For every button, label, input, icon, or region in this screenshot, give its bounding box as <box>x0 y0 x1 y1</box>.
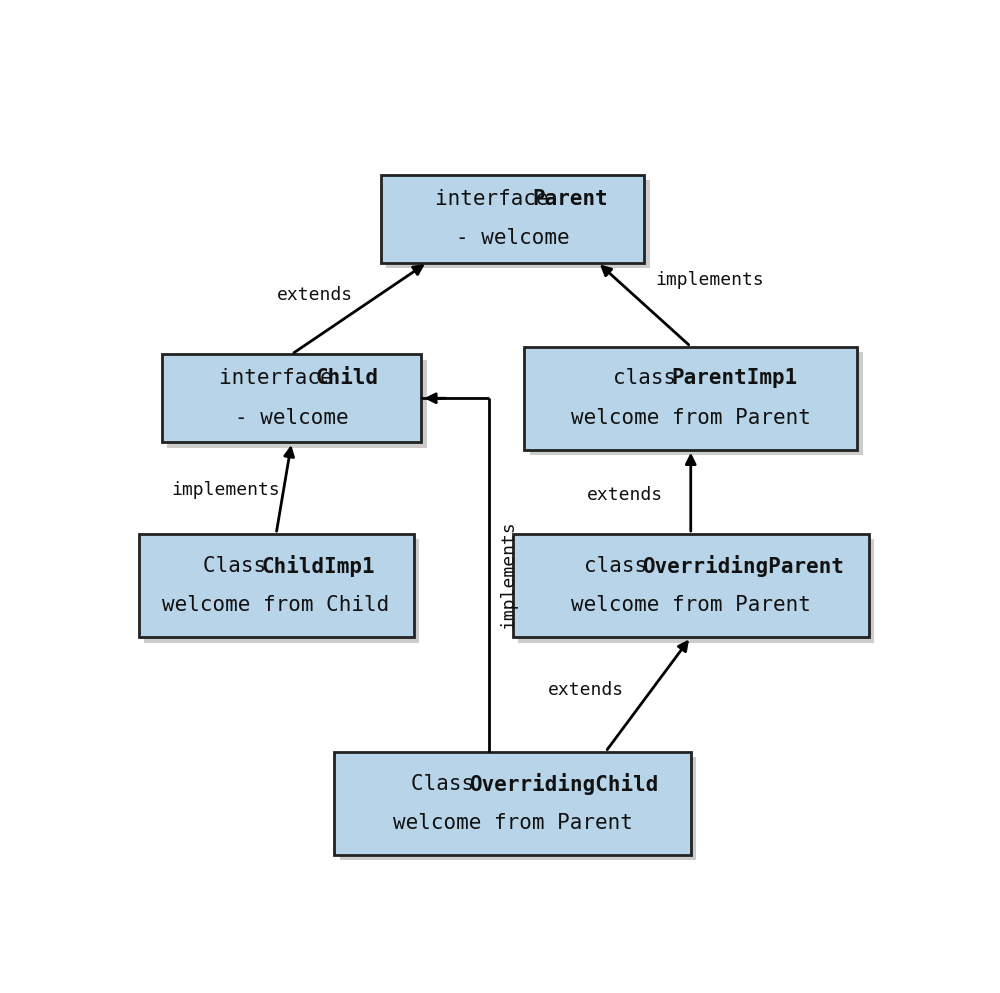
Bar <box>162 355 421 442</box>
Bar <box>167 359 427 448</box>
Text: - welcome: - welcome <box>235 408 348 428</box>
Text: extends: extends <box>587 487 663 504</box>
Text: OverridingParent: OverridingParent <box>642 555 844 577</box>
Text: welcome from Parent: welcome from Parent <box>571 408 811 428</box>
Text: extends: extends <box>548 681 624 699</box>
Bar <box>524 347 857 450</box>
Text: implements: implements <box>656 271 765 289</box>
Bar <box>139 534 414 638</box>
Bar <box>144 539 419 642</box>
Text: implements: implements <box>171 481 280 499</box>
Text: welcome from Parent: welcome from Parent <box>393 813 632 833</box>
Text: Parent: Parent <box>532 189 608 209</box>
Bar <box>386 180 650 268</box>
Bar <box>518 539 874 642</box>
Bar <box>334 752 691 855</box>
Text: Child: Child <box>316 368 379 388</box>
Text: welcome from Parent: welcome from Parent <box>571 596 811 616</box>
Text: class: class <box>613 368 689 388</box>
Text: OverridingChild: OverridingChild <box>469 773 658 794</box>
Text: implements: implements <box>500 520 518 630</box>
Text: Class: Class <box>203 556 279 576</box>
Text: - welcome: - welcome <box>456 228 569 248</box>
Text: class: class <box>584 556 660 576</box>
Text: Class: Class <box>411 774 487 793</box>
Text: extends: extends <box>277 286 353 304</box>
Bar <box>381 175 644 262</box>
Text: ParentImp1: ParentImp1 <box>671 368 798 388</box>
Text: interface: interface <box>435 189 561 209</box>
Text: welcome from Child: welcome from Child <box>162 596 390 616</box>
Bar <box>530 352 863 455</box>
Text: ChildImp1: ChildImp1 <box>262 555 375 577</box>
Bar <box>512 534 869 638</box>
Bar <box>340 758 696 861</box>
Text: interface: interface <box>219 368 345 388</box>
